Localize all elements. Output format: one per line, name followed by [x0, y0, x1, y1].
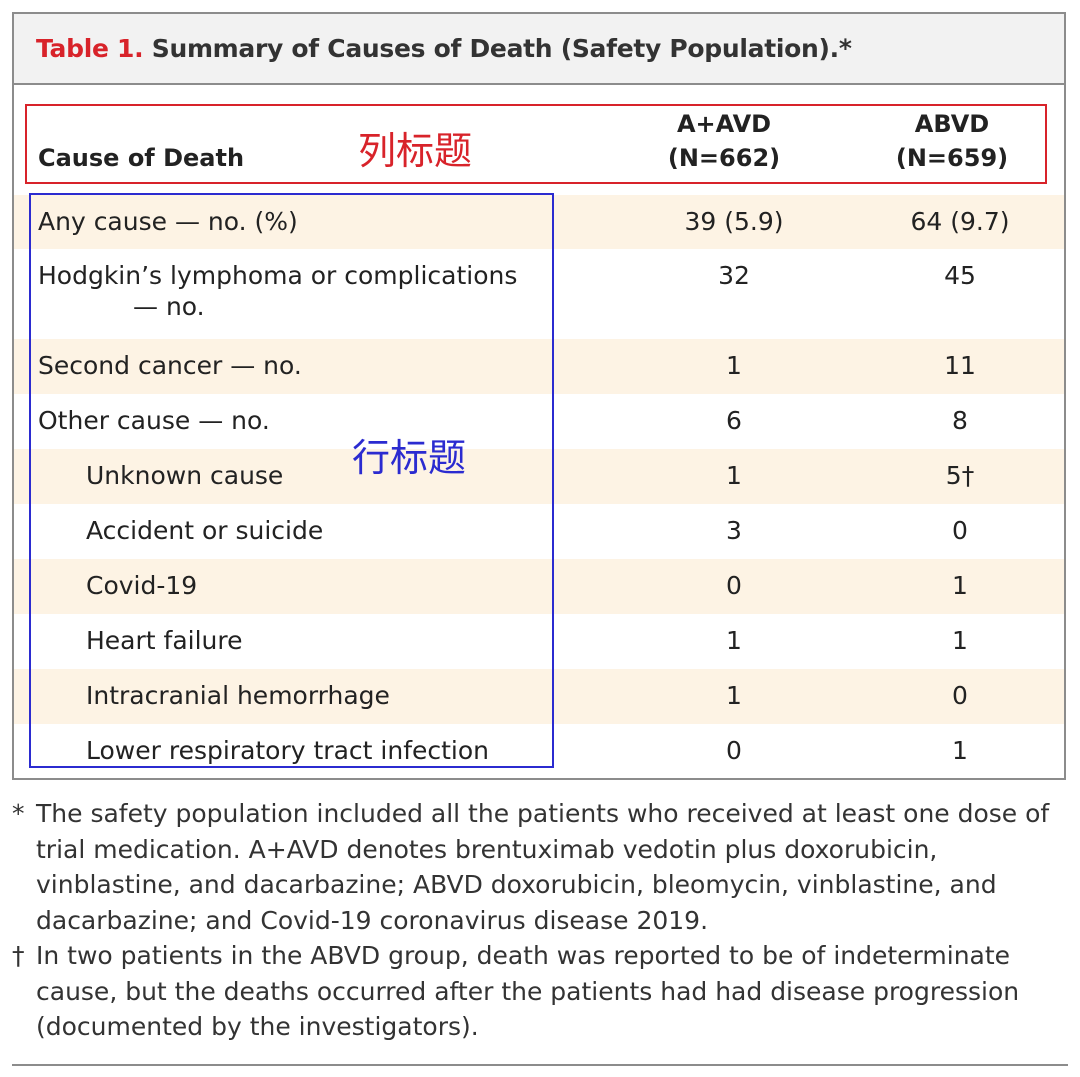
value-abvd: 45: [944, 261, 976, 290]
footnote-mark: †: [12, 941, 25, 970]
value-abvd: 0: [952, 516, 968, 545]
table-title-bar: Table 1. Summary of Causes of Death (Saf…: [14, 14, 1064, 85]
header-abvd: ABVD (N=659): [882, 107, 1022, 175]
value-abvd: 1: [952, 736, 968, 765]
row-label: Heart failure: [86, 626, 243, 655]
footnote: * The safety population included all the…: [12, 796, 1068, 938]
value-a-avd: 1: [726, 351, 742, 380]
table-title: Table 1. Summary of Causes of Death (Saf…: [36, 34, 852, 63]
footnote-text: In two patients in the ABVD group, death…: [36, 941, 1020, 1041]
row-label: Lower respiratory tract infection: [86, 736, 490, 765]
table-row: Covid-19 0 1: [14, 559, 1064, 614]
value-a-avd: 6: [726, 406, 742, 435]
table-title-text: Summary of Causes of Death (Safety Popul…: [151, 34, 852, 63]
table-row: Second cancer — no. 1 11: [14, 339, 1064, 394]
footnotes: * The safety population included all the…: [12, 796, 1068, 1045]
value-a-avd: 3: [726, 516, 742, 545]
header-cause-of-death: Cause of Death: [38, 144, 245, 172]
row-label: Unknown cause: [86, 461, 284, 490]
table-row: Unknown cause 1 5†: [14, 449, 1064, 504]
value-a-avd: 1: [726, 681, 742, 710]
header-a-avd-n: (N=662): [667, 144, 781, 172]
table-row: Hodgkin’s lymphoma or complications — no…: [14, 249, 1064, 339]
value-a-avd: 1: [726, 626, 742, 655]
table-header-row: Cause of Death A+AVD (N=662) ABVD (N=659…: [14, 85, 1064, 195]
value-abvd: 8: [952, 406, 968, 435]
table-number: Table 1.: [36, 34, 144, 63]
table-row: Other cause — no. 6 8: [14, 394, 1064, 449]
table-frame: Table 1. Summary of Causes of Death (Saf…: [12, 12, 1066, 780]
footnote-mark: *: [12, 799, 25, 828]
header-a-avd: A+AVD (N=662): [654, 107, 794, 175]
footnote: † In two patients in the ABVD group, dea…: [12, 938, 1068, 1045]
value-a-avd: 0: [726, 736, 742, 765]
table-row: Heart failure 1 1: [14, 614, 1064, 669]
table-row: Any cause — no. (%) 39 (5.9) 64 (9.7): [14, 195, 1064, 249]
header-a-avd-name: A+AVD: [676, 110, 772, 138]
bottom-rule: [12, 1064, 1068, 1066]
value-abvd: 64 (9.7): [910, 207, 1010, 236]
row-label-line2: — no.: [133, 292, 205, 321]
row-header-annotation-box: [29, 193, 554, 768]
table-row: Intracranial hemorrhage 1 0: [14, 669, 1064, 724]
value-abvd: 5†: [945, 461, 975, 490]
row-label: Other cause — no.: [38, 406, 270, 435]
row-header-annotation-label: 行标题: [352, 436, 467, 480]
footnote-text: The safety population included all the p…: [36, 799, 1050, 935]
header-abvd-n: (N=659): [895, 144, 1009, 172]
row-label: Any cause — no. (%): [38, 207, 298, 236]
value-a-avd: 39 (5.9): [684, 207, 784, 236]
table-row: Accident or suicide 3 0: [14, 504, 1064, 559]
row-label: Second cancer — no.: [38, 351, 302, 380]
row-label: Intracranial hemorrhage: [86, 681, 390, 710]
column-header-annotation-box: [25, 104, 1047, 184]
column-header-annotation-label: 列标题: [358, 129, 473, 173]
value-abvd: 1: [952, 626, 968, 655]
row-label: Covid-19: [86, 571, 198, 600]
header-abvd-name: ABVD: [914, 110, 990, 138]
value-abvd: 11: [944, 351, 976, 380]
row-label-line1: Hodgkin’s lymphoma or complications: [38, 261, 518, 290]
value-a-avd: 0: [726, 571, 742, 600]
row-label: Hodgkin’s lymphoma or complications — no…: [38, 261, 517, 321]
value-a-avd: 32: [718, 261, 750, 290]
value-a-avd: 1: [726, 461, 742, 490]
row-label: Accident or suicide: [86, 516, 324, 545]
value-abvd: 1: [952, 571, 968, 600]
value-abvd: 0: [952, 681, 968, 710]
table-row: Lower respiratory tract infection 0 1: [14, 724, 1064, 778]
